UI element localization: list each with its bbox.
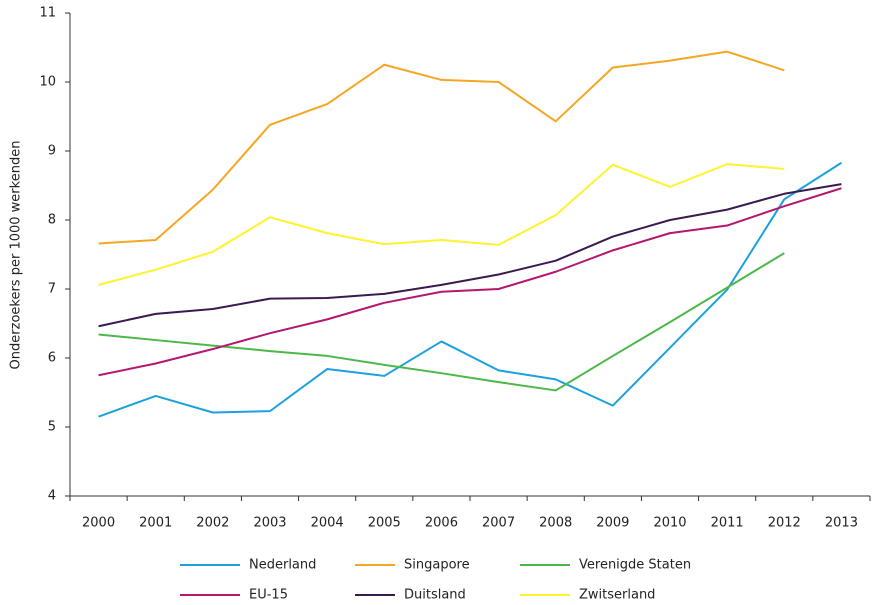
legend-label: Zwitserland — [579, 588, 655, 603]
series-line — [98, 183, 842, 328]
legend-label: Singapore — [404, 558, 470, 573]
x-tick-label: 2013 — [825, 516, 858, 531]
y-tick-label: 6 — [48, 351, 56, 366]
series-line — [98, 50, 785, 245]
y-tick-label: 7 — [48, 282, 56, 297]
y-tick-label: 4 — [48, 489, 56, 504]
x-tick-label: 2000 — [82, 516, 115, 531]
x-tick-label: 2003 — [253, 516, 286, 531]
x-tick-label: 2011 — [711, 516, 744, 531]
y-tick-label: 9 — [48, 144, 56, 159]
y-axis-label: Onderzoekers per 1000 werkenden — [9, 141, 24, 370]
y-tick-label: 5 — [48, 420, 56, 435]
x-tick-label: 2004 — [311, 516, 344, 531]
x-tick-label: 2001 — [139, 516, 172, 531]
legend-label: Duitsland — [404, 588, 466, 603]
x-tick-label: 2010 — [653, 516, 686, 531]
series-line — [98, 187, 842, 377]
x-tick-label: 2006 — [425, 516, 458, 531]
x-tick-label: 2005 — [368, 516, 401, 531]
x-tick-label: 2012 — [768, 516, 801, 531]
x-tick-label: 2008 — [539, 516, 572, 531]
y-tick-label: 10 — [39, 75, 56, 90]
legend-label: EU-15 — [249, 588, 288, 603]
legend-label: Nederland — [249, 558, 316, 573]
series-line — [98, 163, 785, 286]
x-tick-label: 2007 — [482, 516, 515, 531]
series-line — [98, 161, 842, 418]
y-tick-label: 11 — [39, 6, 56, 21]
x-tick-label: 2002 — [196, 516, 229, 531]
legend-label: Verenigde Staten — [579, 558, 691, 573]
x-tick-label: 2009 — [596, 516, 629, 531]
series-line — [98, 252, 785, 392]
y-tick-label: 8 — [48, 213, 56, 228]
